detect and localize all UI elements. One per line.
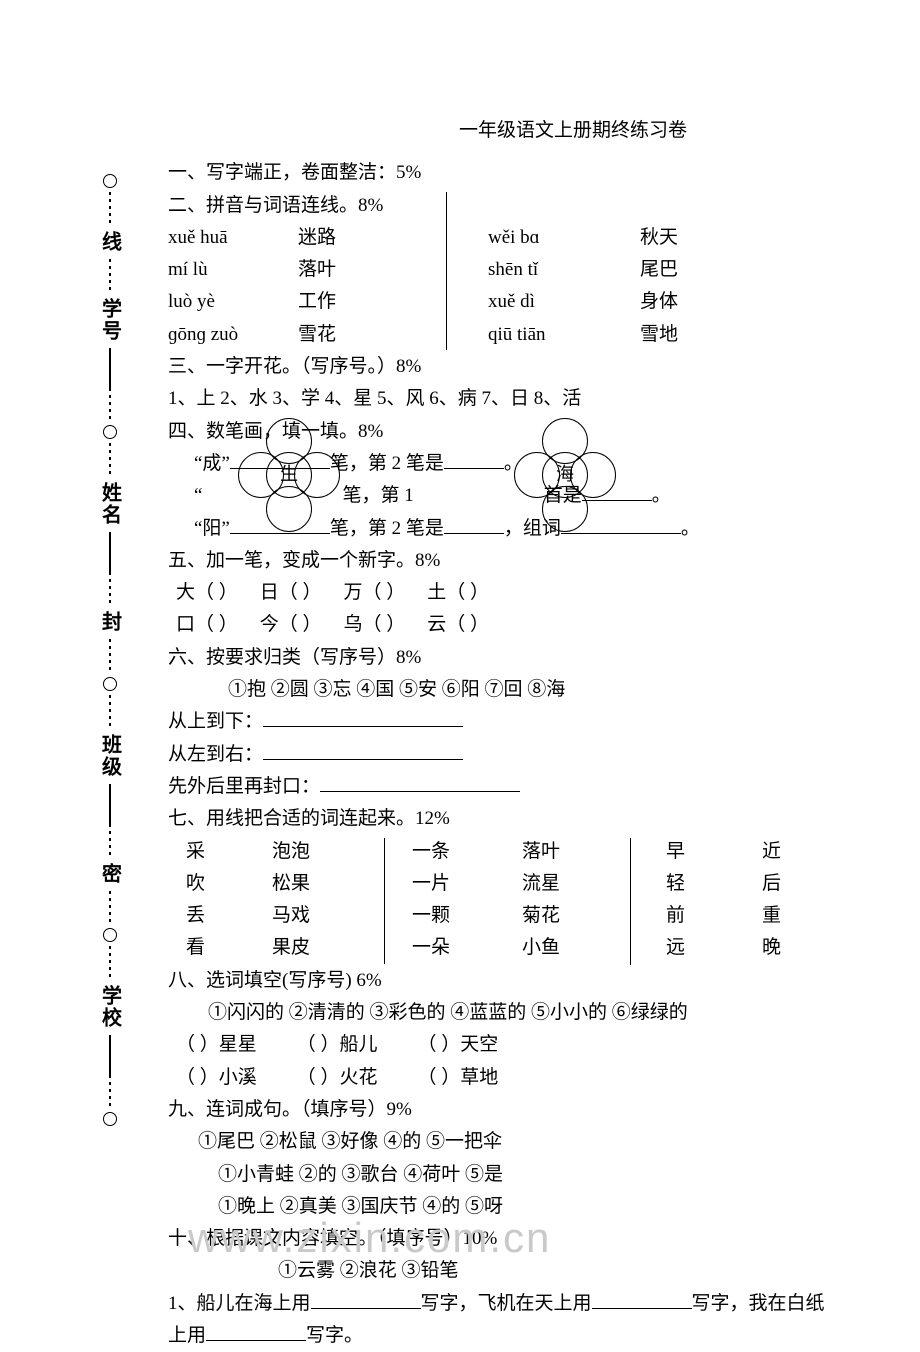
page-title: 一年级语文上册期终练习卷 bbox=[168, 115, 868, 147]
word-item: 雪花 bbox=[298, 319, 446, 351]
section-2-heading: 二、拼音与词语连线。8% bbox=[168, 190, 868, 222]
word-item: 雪地 bbox=[640, 319, 678, 351]
word-item: 秋天 bbox=[640, 222, 678, 254]
vertical-divider bbox=[384, 838, 385, 964]
pinyin-item: xuě huā bbox=[168, 222, 298, 254]
section-10-options: ①云雾 ②浪花 ③铅笔 bbox=[168, 1255, 868, 1287]
binding-strip: 线 学号 姓名 封 班级 密 学校 bbox=[95, 170, 125, 1130]
sentence-line: ①晚上 ②真美 ③国庆节 ④的 ⑤呀 bbox=[168, 1191, 868, 1223]
stroke-line-1: “成”笔，第 2 笔是。 bbox=[168, 448, 868, 480]
section-7-heading: 七、用线把合适的词连起来。12% bbox=[168, 803, 868, 835]
section-6-options: ①抱 ②圆 ③忘 ④国 ⑤安 ⑥阳 ⑦回 ⑧海 bbox=[168, 674, 868, 706]
side-label: 班级 bbox=[96, 728, 125, 784]
fill-blank-line: 1、船儿在海上用写字，飞机在天上用写字，我在白纸 bbox=[168, 1288, 868, 1320]
sentence-line: ①尾巴 ②松鼠 ③好像 ④的 ⑤一把伞 bbox=[168, 1126, 868, 1158]
stroke-line-3: “阳”笔，第 2 笔是，组词。 bbox=[168, 513, 868, 545]
side-label: 密 bbox=[96, 857, 125, 891]
section-5-row: 大（ ）日（ ）万（ ）土（ ） bbox=[168, 577, 868, 609]
section-3-options: 1、上 2、水 3、学 4、星 5、风 6、病 7、日 8、活 bbox=[168, 383, 868, 415]
dotted-line bbox=[109, 192, 111, 225]
side-label: 封 bbox=[96, 605, 125, 639]
word-item: 身体 bbox=[640, 286, 678, 318]
word-item: 迷路 bbox=[298, 222, 446, 254]
side-label: 学号 bbox=[96, 292, 125, 348]
section-8-options: ①闪闪的 ②清清的 ③彩色的 ④蓝蓝的 ⑤小小的 ⑥绿绿的 bbox=[168, 997, 868, 1029]
word-item: 工作 bbox=[298, 286, 446, 318]
stroke-line-2: “笔，第 1首是。 bbox=[168, 480, 868, 512]
ring-icon bbox=[103, 928, 117, 942]
section-9-heading: 九、连词成句。（填序号）9% bbox=[168, 1094, 868, 1126]
side-label: 学校 bbox=[96, 979, 125, 1035]
section-6-heading: 六、按要求归类（写序号）8% bbox=[168, 642, 868, 674]
pinyin-item: wěi bɑ bbox=[488, 222, 640, 254]
classify-line: 从上到下： bbox=[168, 706, 868, 738]
side-label: 姓名 bbox=[96, 476, 125, 532]
classify-line: 先外后里再封口： bbox=[168, 771, 868, 803]
ring-icon bbox=[103, 425, 117, 439]
side-label: 线 bbox=[96, 225, 125, 259]
section-5-row: 口（ ）今（ ）乌（ ）云（ ） bbox=[168, 609, 868, 641]
ring-icon bbox=[103, 174, 117, 188]
worksheet-page: 一年级语文上册期终练习卷 一、写字端正，卷面整洁：5% 二、拼音与词语连线。8%… bbox=[168, 115, 868, 1352]
word-item: 尾巴 bbox=[640, 254, 678, 286]
section-5-heading: 五、加一笔，变成一个新字。8% bbox=[168, 545, 868, 577]
pinyin-match-block: xuě huā mí lù luò yè ɡōnɡ zuò 迷路 落叶 工作 雪… bbox=[168, 222, 868, 351]
section-1-heading: 一、写字端正，卷面整洁：5% bbox=[168, 157, 868, 189]
section-10-heading: 十、根据课文内容填空。（填序号）10% bbox=[168, 1223, 868, 1255]
ring-icon bbox=[103, 1112, 117, 1126]
section-3-heading: 三、一字开花。（写序号。）8% bbox=[168, 351, 868, 383]
classify-line: 从左到右： bbox=[168, 739, 868, 771]
section-8-heading: 八、选词填空(写序号) 6% bbox=[168, 965, 868, 997]
pinyin-item: xuě dì bbox=[488, 286, 640, 318]
section-8-row: （ ）星星（ ）船儿（ ）天空 bbox=[168, 1029, 868, 1061]
pinyin-item: luò yè bbox=[168, 286, 298, 318]
ring-icon bbox=[103, 677, 117, 691]
word-item: 落叶 bbox=[298, 254, 446, 286]
pinyin-item: qiū tiān bbox=[488, 319, 640, 351]
pinyin-item: shēn tǐ bbox=[488, 254, 640, 286]
section-4-heading: 四、数笔画，填一填。8% bbox=[168, 416, 868, 448]
fill-blank-line: 上用写字。 bbox=[168, 1320, 868, 1352]
pinyin-item: ɡōnɡ zuò bbox=[168, 319, 298, 351]
section-7-grid: 采吹丢看 泡泡松果马戏果皮 一条一片一颗一朵 落叶流星菊花小鱼 早轻前远 近后重… bbox=[168, 836, 868, 965]
section-8-row: （ ）小溪（ ）火花（ ）草地 bbox=[168, 1062, 868, 1094]
sentence-line: ①小青蛙 ②的 ③歌台 ④荷叶 ⑤是 bbox=[168, 1159, 868, 1191]
vertical-divider bbox=[630, 843, 631, 965]
pinyin-item: mí lù bbox=[168, 254, 298, 286]
vertical-divider bbox=[446, 192, 447, 350]
